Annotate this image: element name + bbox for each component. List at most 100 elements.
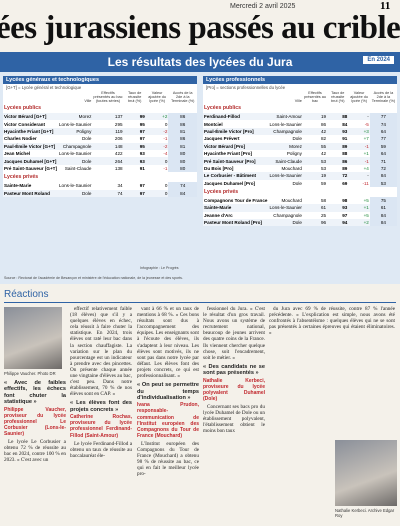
table-cell: 0 [145,189,169,197]
table-cell: Sainte-Marie [4,183,32,189]
table-cell: 148 [92,142,124,150]
table-row: Jacques Prévert Dole 82 91 +7 77 [203,135,397,143]
header-cell: Effectifs présentés au bac [304,91,326,103]
table-cell: Champagnole [57,142,93,150]
table-cell: 295 [114,121,123,127]
table-cell: Jacques Duhamel [Pro] [204,180,256,186]
table-cell: Lons-le-Saunier [268,204,303,212]
table-cell: -1 [348,142,370,150]
table-cell: 138 [114,165,123,171]
section-row: Lycées publics [3,103,197,113]
photo-caption: Philippe Vaucher. Photo DR [4,371,56,376]
header-cell: Valeur ajoutée du lycée (%) [350,91,368,103]
table-cell: -4 [163,151,168,157]
table-cell: - [348,172,370,180]
table-row: Sainte-Marie Lons-le-Saunier 34 97 0 74 [3,182,197,190]
table-cell: 88 [342,151,348,157]
table-cell: Compagnons Tour de France [204,198,268,204]
table-cell: 91 [139,165,145,171]
credit: Infographie : Le Progrès [140,266,179,270]
table-row: Hyacinthe Friant [G+T] Poligny 119 97 -2 81 [3,127,197,136]
header-row: Ville Effectifs présentés au bac Taux de r… [203,91,397,103]
table-cell: Saint-Claude [64,165,92,171]
table-cell: Dole [57,157,93,165]
paragraph: du Jura avec 69 % de réussite, contre 87… [269,306,395,337]
table-cell: 86 [168,120,197,128]
infographic-title: Les résultats des lycées du Jura [0,52,400,72]
table-cell: Dole [292,180,302,186]
header-cell: Accès de la 2de à la Terminale (%) [371,91,396,103]
table-row: Montciel Lons-le-Saunier 86 84 -5 74 [203,120,397,128]
results-table: Lycées généraux et technologiques [G+T] =… [3,76,197,197]
quote-heading: « Des candidats ne se sont pas présentés… [203,363,265,377]
table-cell: 93 [123,157,146,165]
table-cell: +3 [348,127,370,136]
portrait-photo [4,307,62,369]
table-cell: Hyacinthe Friant [Pro] [204,151,252,157]
table-cell: 77 [369,113,397,121]
table-cell: +4 [363,165,369,171]
table-row: Ferdinand-Fillod Saint-Amour 19 88-77 [203,113,397,121]
table-row: Victor Bérard [G+T] Morez 137 99 +2 86 [3,113,197,121]
table-cell: 89 [327,142,349,150]
table-cell: Pasteur Mont Roland [Pro] [203,219,269,227]
table-cell: Jacques Duhamel [G+T] [3,157,58,165]
section-label: Lycées publics [4,105,42,111]
table-cell: 61 [302,204,328,212]
table-cell: 88 [327,113,349,121]
table-row: Jean Michel Lons-le-Saunier 422 93 -4 80 [3,149,197,158]
table-cell: 0 [164,183,168,189]
table-cell: 25 [321,212,327,218]
table-cell: 97 [139,183,145,189]
table-cell: 69 [342,180,348,186]
section-row: Lycées privés [3,172,197,182]
table-cell: 80 [168,149,197,158]
header-cell: Ville [294,99,302,103]
paragraph: effectif relativement faible (18 élèves)… [70,306,132,398]
table-cell: 95 [123,142,146,150]
table-cell: Lons-le-Saunier [58,183,92,189]
table-legend: [Pro] = sections professionnelles du lyc… [206,85,286,90]
quote-heading: « On peut se permettre du temps d'indivi… [137,382,199,401]
table-cell: Dole [268,219,303,227]
quote-heading: « Les élèves font des projets concrets » [70,400,132,413]
text-column: effectif relativement faible (18 élèves)… [70,306,132,461]
table-cell: Jean Michel [4,151,31,157]
table-row: Le Corbusier - Bâtiment Lons-le-Saunier 19… [203,172,397,180]
header-cell [203,91,268,103]
table-cell: 86 [168,135,197,143]
section-title: Réactions [4,289,49,300]
paragraph: L'Institut européen des Compagnons du To… [137,440,199,478]
table-cell: 53 [369,179,397,187]
table-cell: 264 [92,157,124,165]
table-cell: 74 [92,189,124,197]
infographic: Les résultats des lycées du Jura En 2024… [0,52,400,284]
table-row: Pasteur Mont Roland [Pro] Dole 96 94 +2 84 [203,219,397,227]
table-cell: 80 [168,164,197,173]
paragraph: vant à 66 % et un taux de mentions à 68 … [137,306,199,380]
table-row: Pasteur Mont Roland Dole 74 97 0 84 [3,189,197,197]
table-cell: 72 [327,172,349,180]
table-cell: Pré Saint-Sauveur [Pro] [203,157,269,165]
table-title: Lycées généraux et technologiques [3,76,197,84]
rule [4,302,396,303]
quote-heading: « Avec de faibles effectifs, les échecs … [4,380,66,406]
table-cell: -1 [163,136,168,142]
table-cell: Dole [292,136,302,142]
table-cell: Hyacinthe Friant [G+T] [3,127,58,136]
table-cell: 53 [321,165,327,171]
table-title: Lycées professionnels [203,76,397,84]
table-row: Jacques Duhamel [Pro] Dole 59 69 -11 53 [203,179,397,187]
table-cell: Pré Saint-Sauveur [G+T] [4,165,57,171]
header-cell: Valeur ajoutée du lycée (%) [148,91,166,103]
table-cell: Jeanne d'Arc [204,212,233,218]
table-cell: Sainte-Marie [203,204,269,212]
table-cell: 19 [302,113,328,121]
table-cell: 97 [139,136,145,142]
table-cell: Champagnole [268,127,303,136]
table-cell: Mouchard [281,198,302,204]
header-cell: Accès de la 2de à la Terminale (%) [170,91,195,103]
section-label: Lycées privés [204,188,239,195]
table: Ville Effectifs présentés au bac (toutes … [3,91,197,197]
